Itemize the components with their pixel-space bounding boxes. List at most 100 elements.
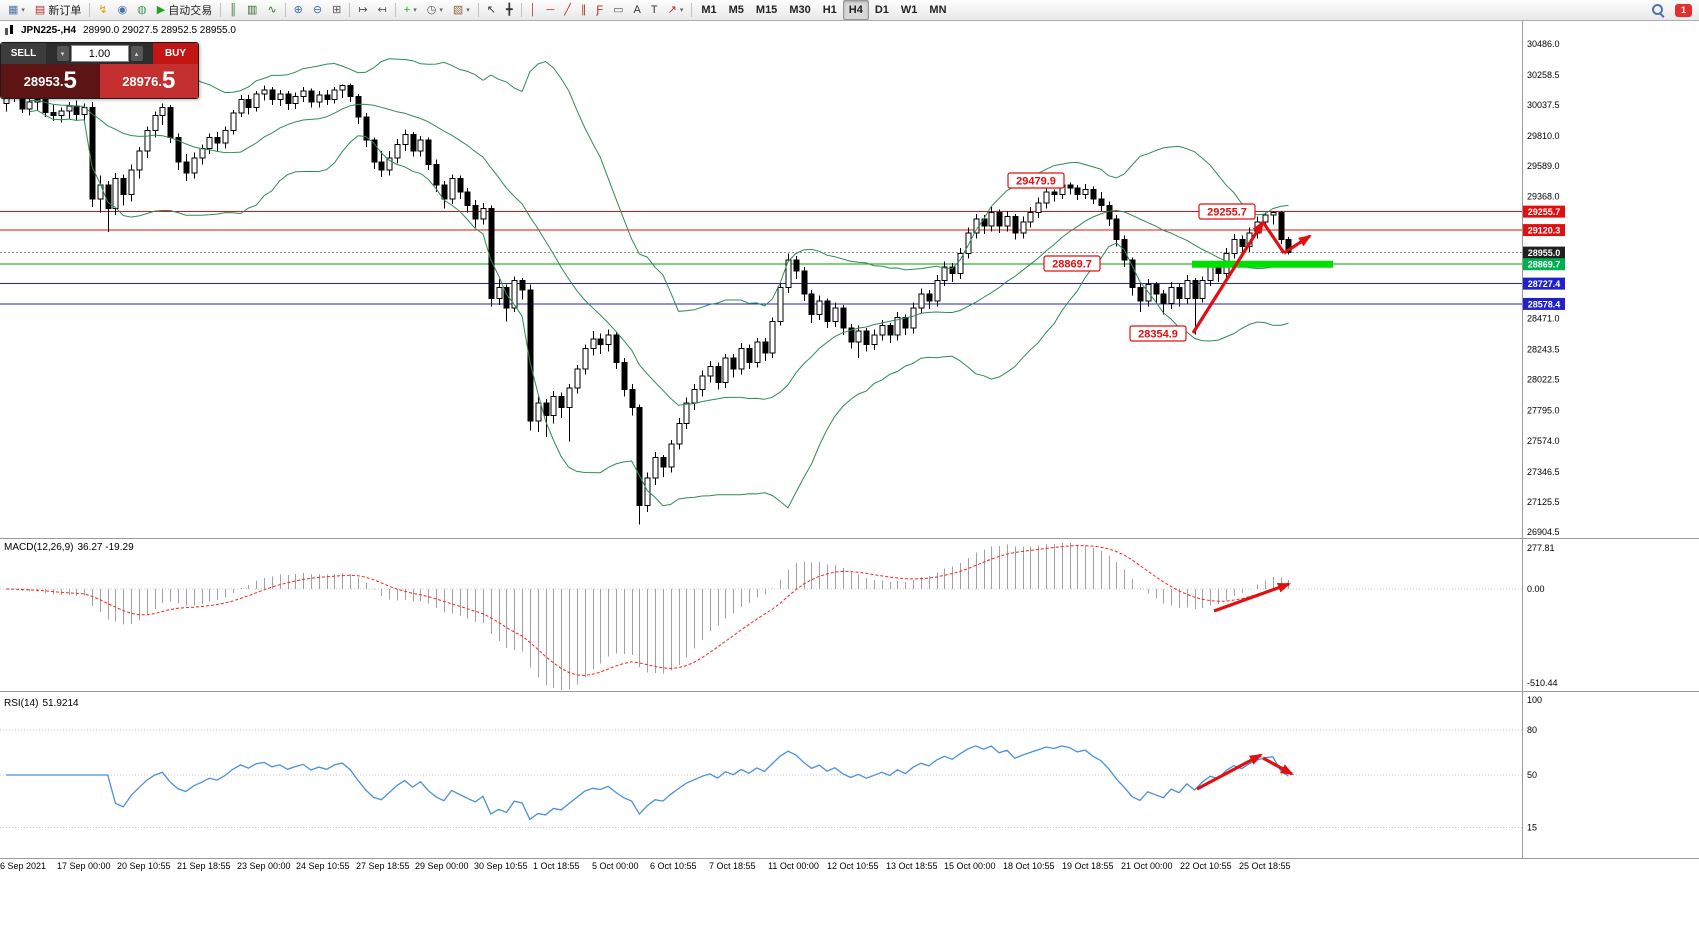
tf-m15-label: M15 [755, 4, 778, 16]
tf-mn-label: MN [929, 4, 947, 16]
market-watch-button[interactable]: ◉ [113, 0, 133, 20]
indicators-button[interactable]: + ▾ [399, 0, 422, 20]
volume-input[interactable] [70, 45, 129, 62]
price-axis-label: 27125.5 [1527, 497, 1560, 507]
cursor-icon: ↖ [486, 3, 496, 16]
volume-increase-button[interactable]: ▴ [130, 46, 143, 61]
tf-w1-button[interactable]: W1 [895, 0, 924, 20]
search-icon[interactable] [1652, 3, 1665, 17]
tf-h1-button[interactable]: H1 [817, 0, 843, 20]
fibonacci-button[interactable]: Ƒ [591, 0, 608, 20]
new-order-button[interactable]: ▤ 新订单 [30, 0, 86, 20]
shapes-button[interactable]: ▭ [608, 0, 628, 20]
equidistant-channel-icon: ∥ [580, 3, 587, 16]
price-callout-28354.9[interactable]: 28354.9 [1129, 325, 1187, 342]
dropdown-caret-icon: ▾ [413, 6, 417, 14]
svg-text:29479.9: 29479.9 [1016, 176, 1056, 188]
macd-signal-line [5, 545, 1289, 676]
tf-m1-button[interactable]: M1 [695, 0, 722, 20]
new-order-icon: ▤ [34, 3, 46, 16]
text-label-icon: T [650, 3, 658, 16]
arrow-objects-button[interactable]: ↗ ▾ [663, 0, 689, 20]
time-axis-label: 7 Oct 18:55 [709, 861, 756, 871]
notification-badge[interactable]: 1 [1675, 3, 1692, 17]
new-chart-button[interactable]: ▦ ▾ [3, 0, 30, 20]
dropdown-caret-icon: ▾ [439, 6, 443, 14]
trend-arrow-macd-up[interactable] [1213, 582, 1291, 613]
main-price-plot [0, 48, 1522, 525]
vertical-line-button[interactable]: │ [525, 0, 542, 20]
volume-decrease-button[interactable]: ▾ [56, 46, 69, 61]
new-order-label: 新订单 [48, 5, 82, 17]
price-axis-label: 28243.5 [1527, 345, 1560, 355]
auto-scroll-icon: ↦ [358, 3, 368, 16]
dropdown-caret-icon: ▾ [21, 6, 25, 14]
autotrading-button[interactable]: ▶ 自动交易 [152, 0, 217, 20]
trend-arrow-rsi-up[interactable] [1196, 753, 1263, 791]
equidistant-channel-button[interactable]: ∥ [576, 0, 592, 20]
indicators-icon: + [403, 3, 411, 16]
horizontal-line-button[interactable]: ─ [541, 0, 559, 20]
candlestick-chart-icon: ▥ [247, 3, 258, 16]
tf-m1-label: M1 [701, 4, 717, 16]
rsi-value: 51.9214 [42, 698, 79, 709]
time-axis-label: 12 Oct 10:55 [827, 861, 879, 871]
cursor-button[interactable]: ↖ [482, 0, 501, 20]
sell-price[interactable]: 28953. 5 [1, 64, 100, 98]
trend-arrow-main-continuation[interactable] [1283, 234, 1312, 255]
toolbar-separator [477, 3, 479, 17]
candlestick-chart-button[interactable]: ▥ [242, 0, 262, 20]
bollinger-lower-band [29, 109, 1289, 509]
trend-arrow-main-pullback[interactable] [1261, 221, 1286, 254]
periods-button[interactable]: ◷ ▾ [422, 0, 448, 20]
horizontal-line-icon: ─ [546, 3, 555, 16]
zoom-out-button[interactable]: ⊖ [308, 0, 327, 20]
tile-windows-button[interactable]: ⊞ [327, 0, 346, 20]
price-badge-29120.3: 29120.3 [1523, 224, 1565, 237]
auto-scroll-button[interactable]: ↦ [353, 0, 372, 20]
time-axis-label: 27 Sep 18:55 [356, 861, 410, 871]
dropdown-caret-icon: ▾ [679, 6, 684, 14]
cros​shair-button[interactable]: ╋ [501, 0, 518, 20]
chart-shift-button[interactable]: ↤ [373, 0, 392, 20]
templates-button[interactable]: ▧ ▾ [448, 0, 475, 20]
price-axis-label: 29368.0 [1527, 191, 1560, 201]
one-click-top-row: SELL ▾ ▴ BUY [1, 43, 198, 64]
strategy-tester-button[interactable]: ◍ [132, 0, 152, 20]
rsi-axis-label: 80 [1527, 725, 1537, 735]
sell-button[interactable]: SELL [1, 43, 46, 64]
toolbar-group-file: ▦ ▾ ▤ 新订单 [3, 0, 86, 20]
price-axis-label: 28471.0 [1527, 314, 1560, 324]
rsi-axis-label: 50 [1527, 770, 1537, 780]
price-callout-29479.9[interactable]: 29479.9 [1007, 172, 1065, 189]
toolbar-separator [691, 3, 693, 17]
price-callout-28869.7[interactable]: 28869.7 [1043, 255, 1101, 272]
support-zone[interactable] [1192, 260, 1333, 268]
trend-arrow-rsi-down[interactable] [1262, 756, 1294, 776]
tf-d1-button[interactable]: D1 [869, 0, 895, 20]
sell-price-main: 28953. [23, 73, 64, 89]
shapes-icon: ▭ [613, 3, 624, 16]
tf-mn-button[interactable]: MN [923, 0, 952, 20]
price-callout-29255.7[interactable]: 29255.7 [1198, 203, 1256, 220]
symbol-name: JPN225-,H4 [21, 25, 77, 36]
zoom-in-button[interactable]: ⊕ [289, 0, 308, 20]
market-watch-icon: ◉ [117, 3, 128, 16]
trendline-button[interactable]: ╱ [559, 0, 576, 20]
line-chart-button[interactable]: ∿ [262, 0, 281, 20]
trend-arrow-main-up[interactable] [1191, 220, 1265, 334]
buy-price[interactable]: 28976. 5 [99, 64, 198, 98]
tf-h4-button[interactable]: H4 [842, 0, 869, 20]
svg-text:28869.7: 28869.7 [1528, 260, 1561, 270]
buy-button[interactable]: BUY [153, 43, 198, 64]
text-label-button[interactable]: T [646, 0, 663, 20]
text-button[interactable]: A [629, 0, 646, 20]
price-axis-label: 30037.5 [1527, 100, 1560, 110]
tf-m15-button[interactable]: M15 [750, 0, 783, 20]
time-axis-label: 6 Sep 2021 [0, 861, 46, 871]
bar-chart-button[interactable]: ║ [224, 0, 242, 20]
metaeditor-button[interactable]: ↯ [93, 0, 112, 20]
tf-m30-button[interactable]: M30 [783, 0, 816, 20]
tf-m5-button[interactable]: M5 [723, 0, 750, 20]
toolbar-separator [349, 3, 351, 17]
